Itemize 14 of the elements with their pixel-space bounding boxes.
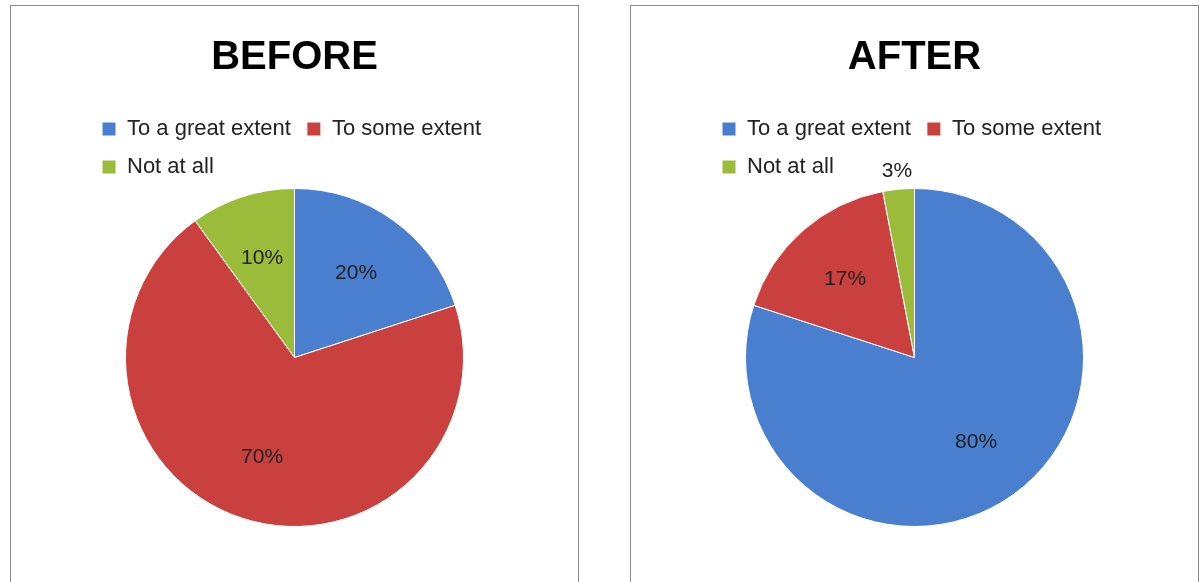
data-label: 3% xyxy=(881,158,913,182)
data-label: 20% xyxy=(335,259,378,283)
legend-label: To a great extent xyxy=(127,115,291,141)
data-label: 10% xyxy=(241,244,284,268)
legend-label: To a great extent xyxy=(747,115,911,141)
chart-title: BEFORE xyxy=(211,33,378,78)
legend-label: Not at all xyxy=(127,153,214,179)
data-label: 80% xyxy=(955,429,998,453)
legend-label: Not at all xyxy=(747,153,834,179)
chart-title: AFTER xyxy=(847,33,982,78)
legend-label: To some extent xyxy=(951,115,1102,141)
data-label: 17% xyxy=(824,265,867,289)
data-label: 70% xyxy=(241,443,284,467)
legend-label: To some extent xyxy=(331,115,482,141)
